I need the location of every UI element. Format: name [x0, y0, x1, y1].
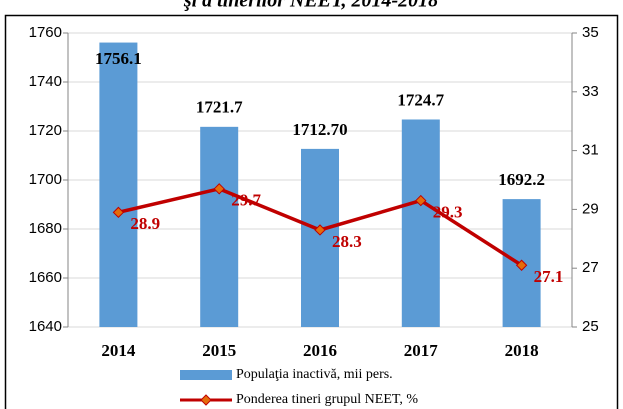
y-tick-label: 1740	[29, 73, 62, 90]
y2-tick-label: 35	[582, 24, 599, 41]
bar	[401, 119, 440, 327]
x-tick-label: 2014	[101, 341, 136, 360]
y-tick-label: 1720	[29, 122, 62, 139]
y-tick-label: 1660	[29, 269, 62, 286]
bar-value-label: 1724.7	[397, 90, 444, 109]
bar-value-label: 1712.70	[292, 120, 347, 139]
bar-value-label: 1692.2	[498, 170, 545, 189]
y-tick-label: 1640	[29, 318, 62, 335]
line-value-label: 28.3	[332, 232, 362, 251]
line-value-label: 29.3	[433, 202, 463, 221]
bar-value-label: 1721.7	[196, 98, 243, 117]
line-value-label: 29.7	[231, 191, 261, 210]
legend-swatch	[180, 370, 232, 380]
chart-title: şi a tinerilor NEET, 2014-2018	[183, 0, 438, 12]
x-tick-label: 2018	[505, 341, 539, 360]
y2-tick-label: 27	[582, 259, 599, 276]
y2-tick-label: 33	[582, 83, 599, 100]
y2-tick-label: 29	[582, 200, 599, 217]
line-marker	[314, 224, 326, 236]
y-tick-label: 1700	[29, 171, 62, 188]
bar	[301, 148, 339, 327]
legend-label: Populaţia inactivă, mii pers.	[236, 367, 393, 382]
x-tick-label: 2017	[404, 341, 439, 360]
y-tick-label: 1760	[29, 24, 62, 41]
legend-label: Ponderea tineri grupul NEET, %	[236, 392, 418, 407]
x-tick-label: 2016	[303, 341, 337, 360]
line-marker	[213, 183, 225, 195]
line-marker	[415, 194, 427, 207]
frame	[4, 14, 619, 409]
y2-tick-label: 31	[582, 142, 599, 159]
bar	[200, 126, 239, 328]
line-marker	[515, 259, 528, 271]
line-marker	[112, 206, 125, 219]
bar	[99, 42, 138, 328]
legend-marker	[200, 394, 212, 406]
line-value-label: 27.1	[534, 267, 564, 286]
bar-value-label: 1756.1	[95, 49, 142, 68]
line-value-label: 28.9	[130, 214, 160, 233]
x-tick-label: 2015	[202, 341, 236, 360]
y2-tick-label: 25	[582, 318, 599, 335]
y-tick-label: 1680	[29, 220, 62, 237]
